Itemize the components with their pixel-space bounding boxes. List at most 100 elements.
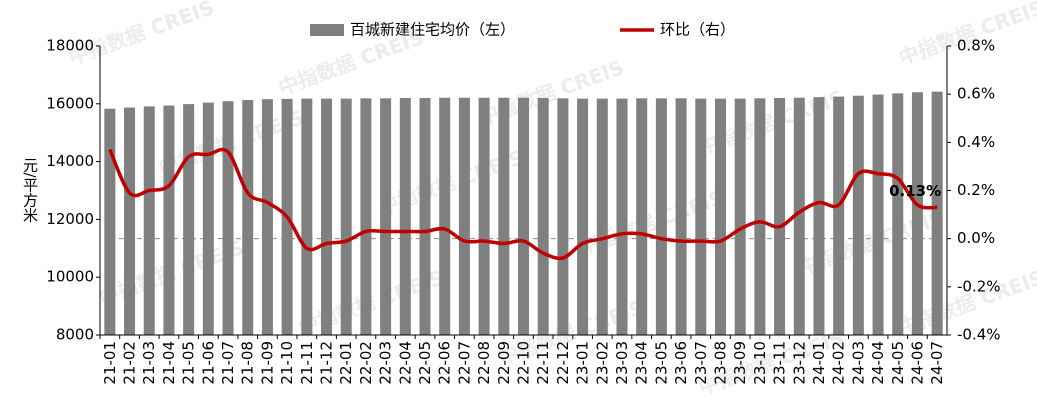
bar: [301, 98, 313, 336]
bar: [557, 98, 569, 336]
bar: [183, 104, 195, 336]
bar: [577, 98, 589, 336]
x-tick-label: 23-04: [633, 341, 651, 385]
x-tick-label: 21-06: [199, 341, 217, 385]
y2-tick-label: 0.0%: [957, 229, 995, 247]
bar: [695, 98, 707, 336]
x-tick-label: 23-12: [790, 341, 808, 385]
bar: [931, 91, 943, 335]
bar: [833, 96, 845, 335]
bar: [478, 97, 490, 335]
y-tick-label: 10000: [46, 268, 94, 286]
bar: [714, 98, 726, 336]
x-tick-label: 23-08: [711, 341, 729, 385]
x-tick-label: 21-04: [160, 341, 178, 385]
legend-label: 百城新建住宅均价（左）: [350, 21, 515, 39]
x-tick-label: 22-06: [436, 341, 454, 385]
bar: [813, 97, 825, 335]
bar: [518, 97, 529, 335]
x-tick-label: 23-05: [652, 341, 670, 385]
x-tick-label: 22-10: [515, 341, 533, 385]
bar: [852, 95, 864, 335]
line: [108, 147, 938, 261]
x-tick-label: 21-11: [298, 341, 316, 385]
x-tick-label: 23-06: [672, 341, 690, 385]
x-tick-label: 22-01: [337, 341, 355, 385]
bar: [242, 100, 254, 335]
bar: [636, 98, 648, 336]
bar: [321, 98, 333, 336]
bar: [202, 102, 214, 335]
x-tick-label: 24-02: [830, 341, 848, 385]
x-tick-label: 22-11: [534, 341, 552, 385]
x-tick-label: 22-05: [416, 341, 434, 385]
x-tick-label: 21-07: [219, 341, 237, 385]
y2-tick-label: 0.8%: [957, 37, 995, 55]
bar: [498, 97, 510, 335]
bar: [655, 98, 667, 336]
y2-tick-label: 0.6%: [957, 85, 995, 103]
bar: [458, 97, 470, 335]
bar: [911, 92, 923, 336]
x-tick-label: 22-02: [357, 341, 375, 385]
x-tick-label: 24-04: [869, 341, 887, 385]
x-tick-label: 23-10: [751, 341, 769, 385]
bar: [124, 107, 136, 335]
x-tick-label: 23-01: [574, 341, 592, 385]
bar: [754, 98, 766, 336]
x-tick-label: 22-12: [554, 341, 572, 385]
x-tick-label: 23-09: [731, 341, 749, 385]
x-tick-label: 24-05: [889, 341, 907, 385]
y2-tick-label: -0.2%: [957, 277, 1001, 295]
y-tick-label: 8000: [56, 326, 94, 344]
x-tick-label: 22-09: [495, 341, 513, 385]
y-tick-label: 14000: [46, 152, 94, 170]
bar: [537, 98, 549, 336]
x-tick-label: 21-05: [180, 341, 198, 385]
bar: [439, 97, 451, 335]
x-tick-label: 23-07: [692, 341, 710, 385]
x-tick-label: 24-03: [849, 341, 867, 385]
bar: [380, 98, 392, 336]
bar: [793, 97, 805, 335]
y-tick-label: 12000: [46, 210, 94, 228]
x-tick-label: 23-02: [593, 341, 611, 385]
x-tick-label: 22-03: [377, 341, 395, 385]
x-tick-label: 21-12: [318, 341, 336, 385]
x-tick-label: 24-06: [908, 341, 926, 385]
bar: [419, 98, 431, 336]
bar: [104, 108, 116, 335]
x-tick-label: 21-09: [258, 341, 276, 385]
bar: [872, 94, 884, 335]
bar: [360, 98, 372, 336]
x-tick-label: 24-01: [810, 341, 828, 385]
y-tick-label: 18000: [46, 37, 94, 55]
bar: [734, 98, 746, 336]
bar: [143, 106, 155, 335]
y-axis-label: 元/平方米: [21, 157, 39, 222]
watermark: 中指数据 CREIS: [65, 0, 217, 70]
x-tick-label: 22-04: [396, 341, 414, 385]
legend-label: 环比（右）: [660, 21, 735, 39]
legend-swatch: [310, 24, 344, 36]
y2-tick-label: 0.2%: [957, 181, 995, 199]
x-tick-label: 23-03: [613, 341, 631, 385]
x-tick-label: 21-08: [239, 341, 257, 385]
bar: [596, 98, 608, 336]
x-tick-label: 21-03: [140, 341, 158, 385]
x-tick-label: 24-07: [928, 341, 946, 385]
x-tick-label: 21-01: [101, 341, 119, 385]
bar: [222, 101, 234, 335]
bar: [340, 98, 352, 336]
x-tick-label: 21-10: [278, 341, 296, 385]
bar: [163, 105, 175, 335]
y-tick-label: 16000: [46, 94, 94, 112]
x-tick-label: 23-11: [771, 341, 789, 385]
bar: [616, 98, 628, 336]
bar: [261, 99, 273, 336]
watermark: 中指数据 CREIS: [895, 0, 1037, 70]
y2-tick-label: -0.4%: [957, 326, 1001, 344]
x-tick-label: 22-07: [455, 341, 473, 385]
value-label: 0.13%: [889, 182, 941, 200]
